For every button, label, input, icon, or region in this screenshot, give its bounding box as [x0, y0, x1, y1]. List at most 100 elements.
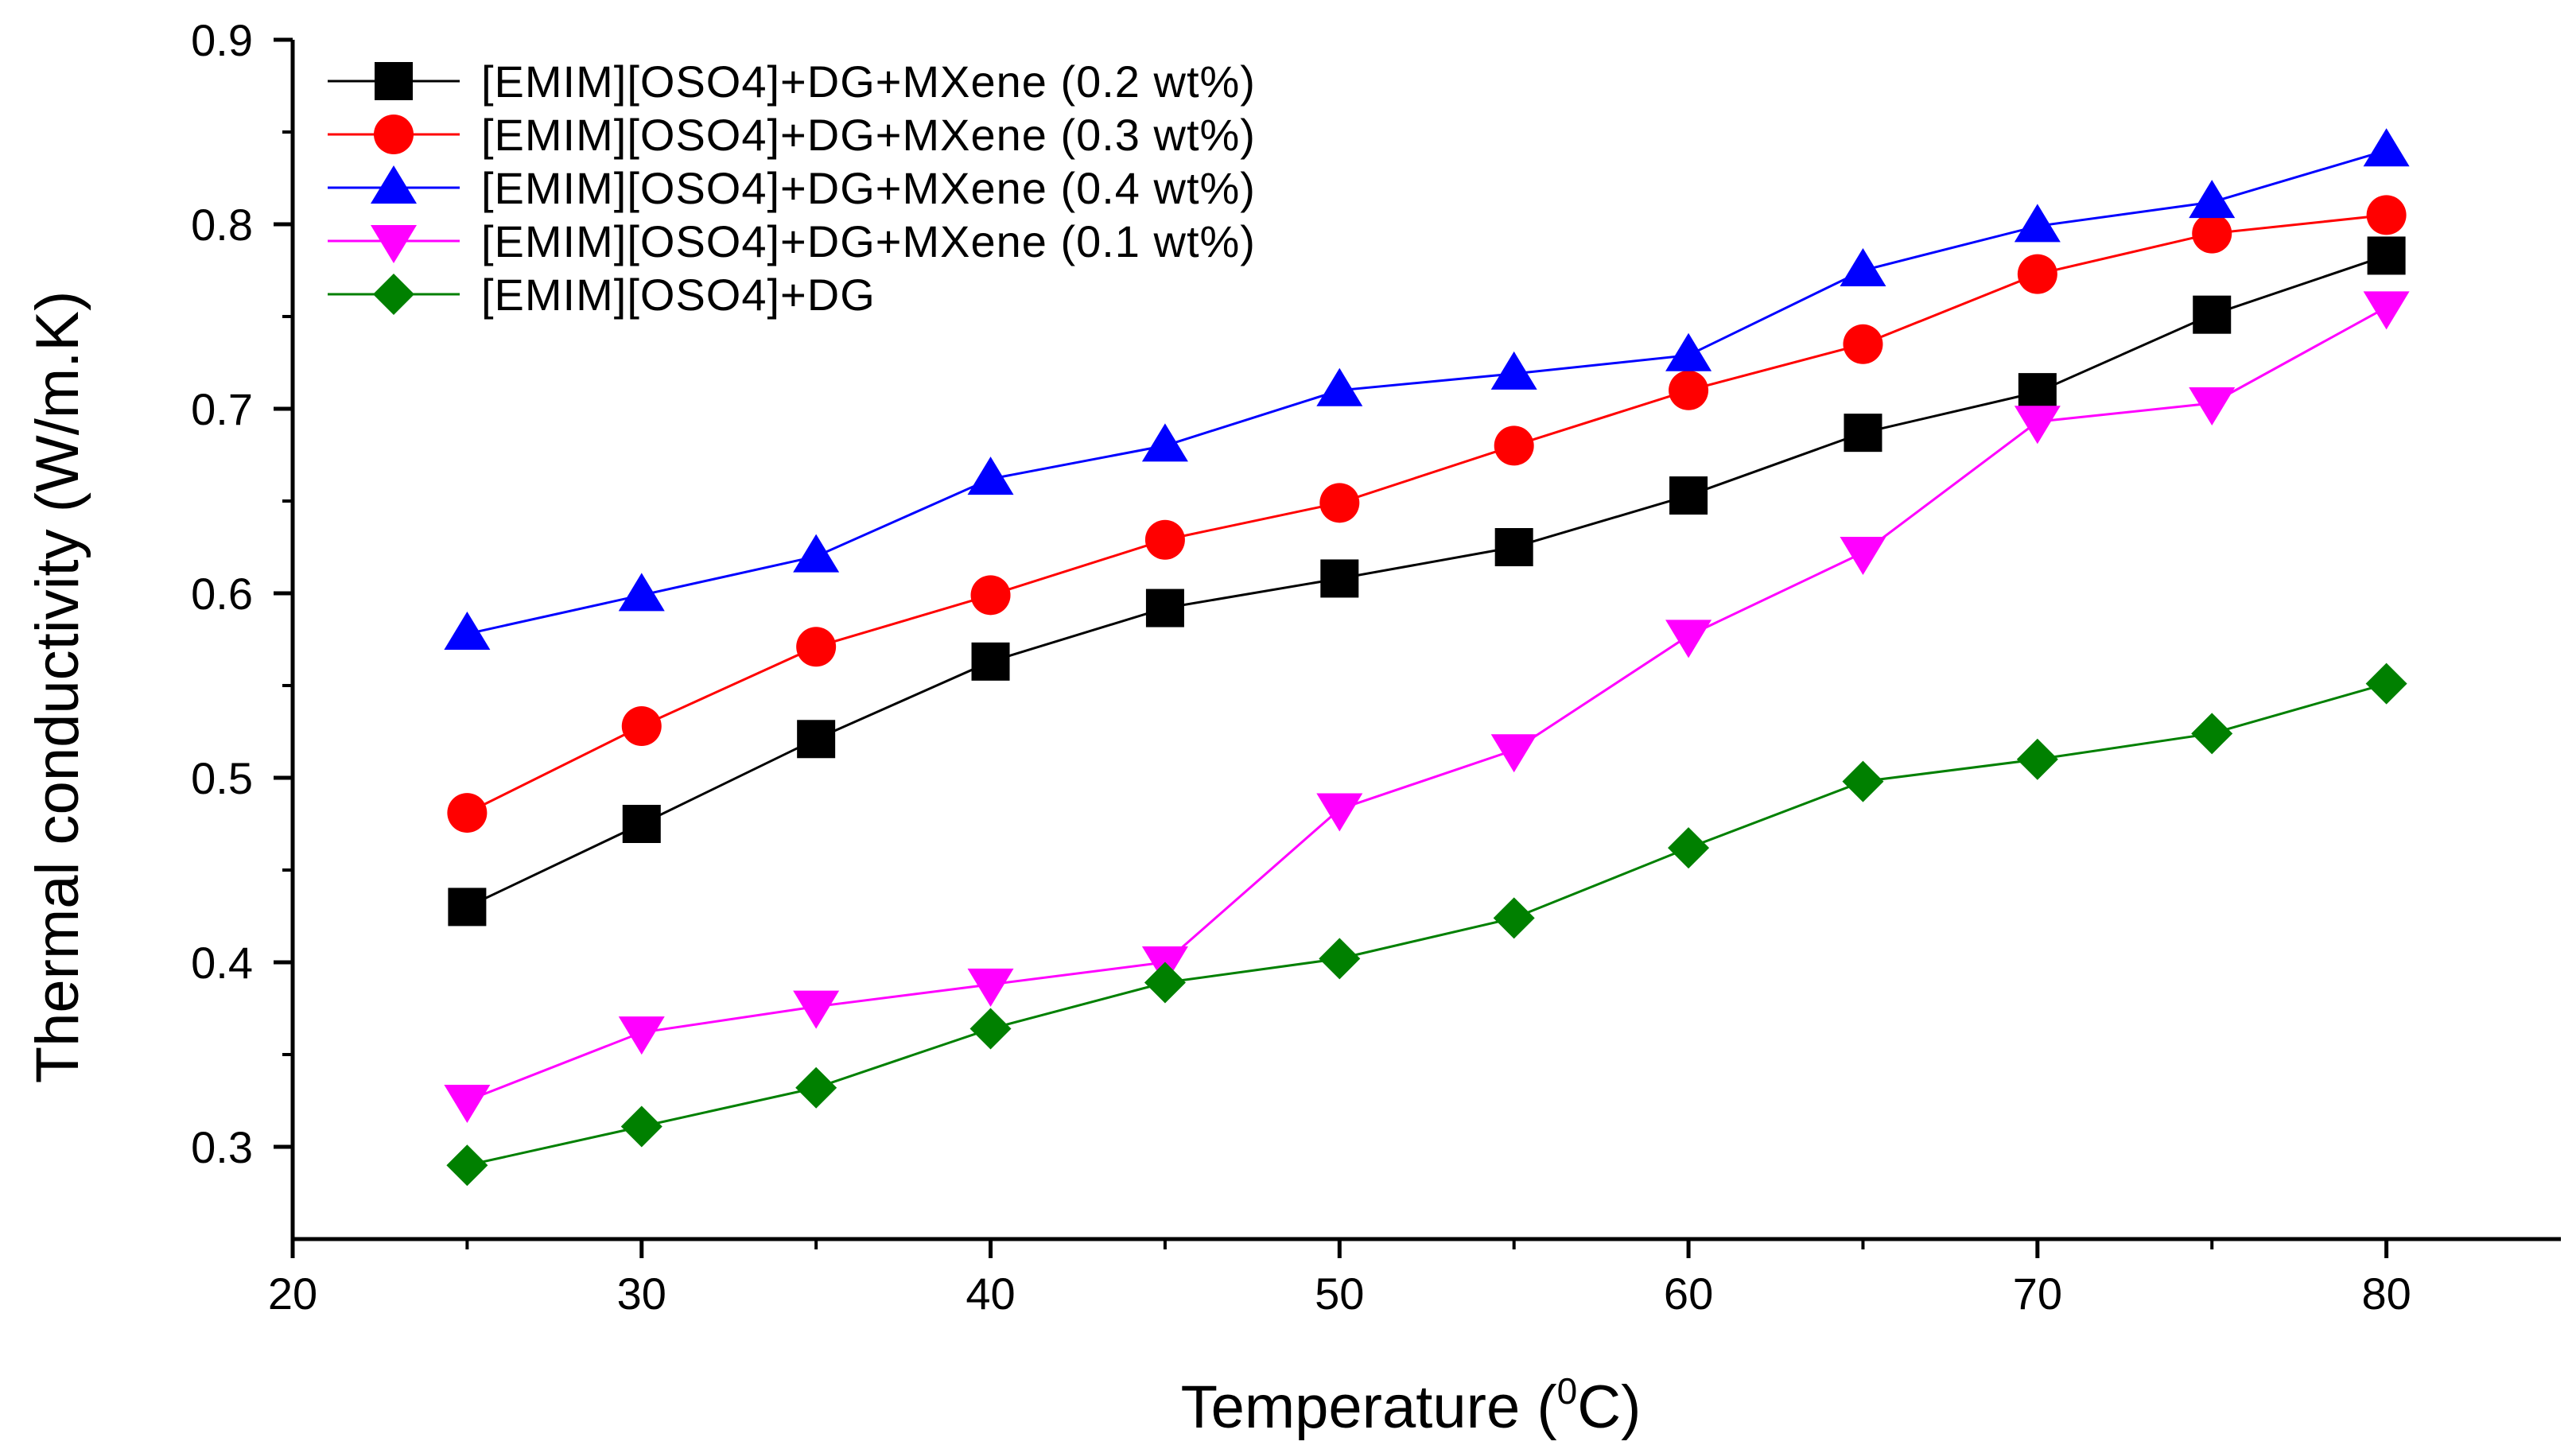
data-point — [1494, 425, 1534, 466]
data-point — [1319, 938, 1361, 980]
data-point — [2363, 291, 2410, 330]
data-point — [618, 573, 665, 612]
data-point — [796, 627, 837, 667]
y-tick-label: 0.6 — [191, 569, 253, 619]
data-point — [1141, 423, 1188, 462]
series-2 — [447, 195, 2407, 833]
legend: [EMIM][OSO4]+DG+MXene (0.2 wt%)[EMIM][OS… — [328, 56, 1256, 320]
data-point — [1493, 897, 1535, 939]
data-point — [622, 805, 661, 843]
series-1 — [448, 236, 2406, 927]
data-point — [2189, 180, 2236, 219]
y-tick-label: 0.8 — [191, 200, 253, 250]
x-tick-label: 70 — [2013, 1268, 2062, 1319]
data-point — [1316, 793, 1363, 832]
data-point — [2363, 128, 2410, 167]
legend-item: [EMIM][OSO4]+DG+MXene (0.2 wt%) — [328, 56, 1256, 107]
legend-marker — [374, 115, 414, 154]
data-point — [967, 968, 1014, 1007]
data-point — [1316, 367, 1363, 406]
data-point — [795, 1066, 837, 1109]
legend-label: [EMIM][OSO4]+DG — [481, 270, 876, 320]
data-point — [1665, 620, 1712, 659]
legend-marker — [371, 225, 417, 263]
x-tick-label: 50 — [1315, 1268, 1364, 1319]
data-point — [2018, 373, 2057, 412]
data-point — [793, 990, 840, 1029]
data-point — [1319, 483, 1360, 523]
data-point — [447, 793, 488, 833]
legend-marker — [373, 274, 414, 315]
y-tick-label: 0.3 — [191, 1122, 253, 1172]
data-point — [446, 1144, 488, 1187]
x-tick-label: 60 — [1664, 1268, 1713, 1319]
data-point — [970, 575, 1011, 616]
data-point — [967, 456, 1014, 495]
data-point — [1842, 760, 1884, 802]
data-point — [1490, 351, 1537, 390]
data-point — [1843, 324, 1883, 364]
legend-label: [EMIM][OSO4]+DG+MXene (0.2 wt%) — [481, 56, 1256, 107]
data-point — [793, 534, 840, 573]
x-axis-title-superscript: 0 — [1557, 1370, 1578, 1412]
data-point — [1669, 476, 1708, 515]
y-axis-title: Thermal conductivity (W/m.K) — [24, 291, 91, 1084]
y-tick-label: 0.5 — [191, 753, 253, 803]
series-layer — [444, 128, 2410, 1187]
series-line — [466, 254, 2388, 908]
data-point — [621, 706, 662, 747]
x-tick-label: 20 — [268, 1268, 317, 1319]
y-tick-label: 0.9 — [191, 15, 253, 65]
data-point — [2366, 195, 2407, 235]
data-point — [2367, 236, 2406, 275]
data-point — [1490, 734, 1537, 773]
data-point — [797, 720, 836, 759]
series-line — [467, 149, 2388, 635]
data-point — [2365, 662, 2407, 705]
legend-item: [EMIM][OSO4]+DG+MXene (0.4 wt%) — [328, 163, 1255, 213]
series-4 — [444, 291, 2410, 1123]
data-point — [1320, 559, 1359, 598]
data-point — [1145, 589, 1184, 627]
data-point — [444, 1085, 491, 1123]
series-line — [467, 682, 2388, 1167]
legend-marker — [371, 165, 417, 204]
data-point — [2192, 213, 2232, 254]
data-point — [2017, 254, 2057, 294]
legend-label: [EMIM][OSO4]+DG+MXene (0.3 wt%) — [481, 110, 1256, 160]
data-point — [1665, 332, 1712, 371]
data-point — [1494, 528, 1533, 566]
data-point — [448, 888, 487, 927]
series-3 — [444, 128, 2410, 651]
data-point — [2014, 406, 2061, 445]
data-point — [1840, 536, 1886, 575]
series-line — [466, 306, 2388, 1102]
axes-layer: 20 30 40 50 60 70 80 0.3 0.4 0.5 0.6 0.7 0.8 0.9 — [191, 15, 2561, 1319]
data-point — [1840, 248, 1886, 286]
x-tick-label: 40 — [966, 1268, 1015, 1319]
data-point — [1144, 519, 1185, 560]
data-point — [1669, 370, 1709, 410]
data-point — [2191, 713, 2233, 755]
data-point — [969, 1008, 1012, 1050]
series-5 — [446, 662, 2407, 1187]
x-tick-label: 80 — [2361, 1268, 2411, 1319]
x-tick-label: 30 — [617, 1268, 666, 1319]
data-point — [1844, 414, 1882, 453]
data-point — [1668, 827, 1710, 869]
legend-item: [EMIM][OSO4]+DG+MXene (0.3 wt%) — [328, 110, 1256, 160]
x-axis-title: Temperature (0C) — [1181, 1370, 1642, 1441]
data-point — [971, 642, 1010, 681]
data-point — [2014, 204, 2061, 243]
data-point — [2193, 295, 2232, 334]
y-tick-label: 0.4 — [191, 938, 253, 988]
legend-item: [EMIM][OSO4]+DG — [328, 270, 876, 320]
y-tick-label: 0.7 — [191, 384, 253, 434]
data-point — [1144, 962, 1186, 1004]
series-line — [466, 213, 2387, 814]
legend-label: [EMIM][OSO4]+DG+MXene (0.1 wt%) — [481, 216, 1256, 266]
data-point — [620, 1105, 662, 1148]
data-point — [618, 1016, 665, 1055]
legend-marker — [375, 62, 413, 100]
